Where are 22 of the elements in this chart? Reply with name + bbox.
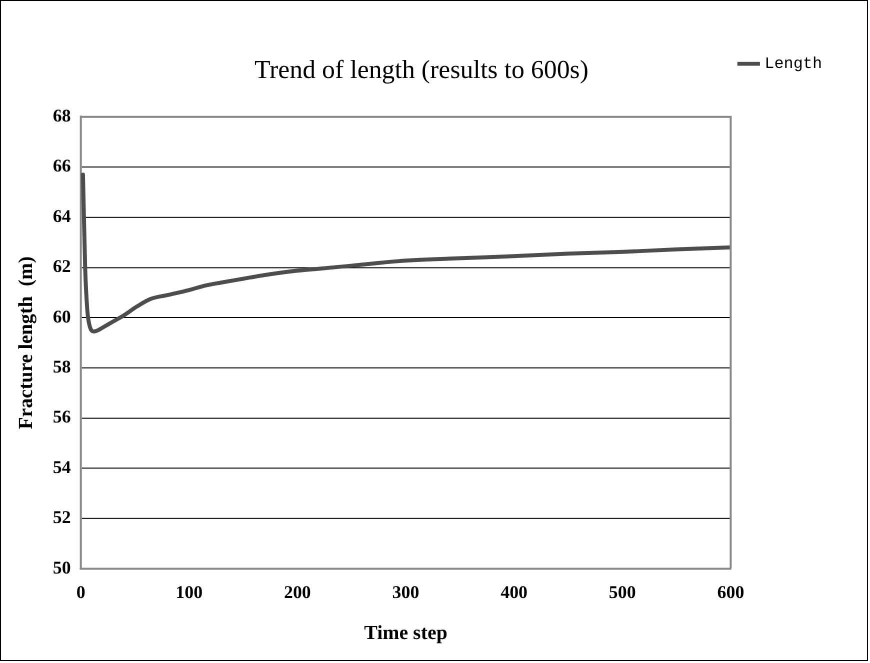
x-tick-label: 0 <box>76 582 86 602</box>
y-tick-label: 68 <box>52 105 71 126</box>
y-tick-label: 58 <box>52 356 71 377</box>
y-tick-label: 60 <box>52 306 71 326</box>
line-series <box>80 172 731 334</box>
legend-label: Length <box>764 55 822 74</box>
x-tick-label: 400 <box>500 582 528 602</box>
y-tick-label: 52 <box>52 507 71 528</box>
y-tick-label: 56 <box>52 406 71 427</box>
y-tick-label: 64 <box>52 206 71 226</box>
y-axis-title: Fracture length (m) <box>15 256 38 430</box>
x-tick-label: 500 <box>608 582 636 602</box>
y-tick-label: 66 <box>52 156 71 176</box>
y-tick-label: 62 <box>52 256 71 276</box>
x-tick-label: 300 <box>392 582 420 602</box>
y-tick-label: 54 <box>52 456 71 477</box>
x-tick-label: 100 <box>176 582 203 602</box>
y-tick-label: 50 <box>52 557 71 578</box>
x-tick-label: 200 <box>284 582 311 602</box>
chart-title: Trend of length (results to 600s) <box>254 55 589 84</box>
x-tick-label: 600 <box>717 582 744 602</box>
x-axis-title: Time step <box>364 622 448 644</box>
